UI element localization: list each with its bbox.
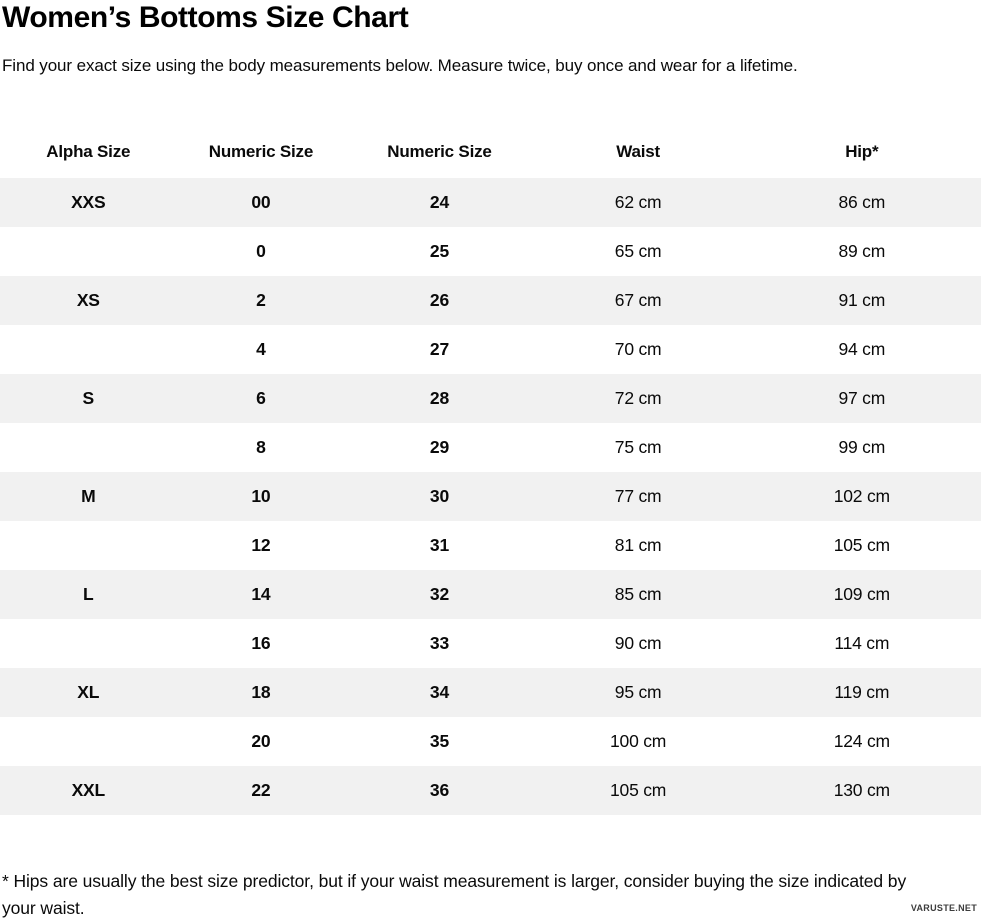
cell-hip: 94 cm xyxy=(838,339,886,359)
cell-waist: 81 cm xyxy=(614,535,662,555)
cell-numeric-size-1: 4 xyxy=(256,339,266,359)
cell-alpha-size xyxy=(0,619,177,668)
cell-hip: 102 cm xyxy=(833,486,890,506)
table-row: 16 33 90 cm 114 cm xyxy=(0,619,981,668)
table-row: M 10 30 77 cm 102 cm xyxy=(0,472,981,521)
cell-numeric-size-2: 28 xyxy=(429,388,449,408)
cell-numeric-size-1: 14 xyxy=(251,584,271,604)
cell-numeric-size-1: 22 xyxy=(251,780,271,800)
column-header-numeric-size-1: Numeric Size xyxy=(176,126,346,178)
cell-numeric-size-2: 35 xyxy=(429,731,449,751)
table-header-row: Alpha Size Numeric Size Numeric Size Wai… xyxy=(0,126,981,178)
cell-numeric-size-2: 27 xyxy=(429,339,449,359)
cell-hip: 114 cm xyxy=(834,633,890,653)
page-subtitle: Find your exact size using the body meas… xyxy=(2,56,798,75)
column-header-waist: Waist xyxy=(533,126,743,178)
cell-numeric-size-1: 00 xyxy=(251,192,271,212)
cell-hip: 97 cm xyxy=(838,388,886,408)
cell-numeric-size-2: 25 xyxy=(429,241,449,261)
cell-hip: 124 cm xyxy=(833,731,890,751)
size-chart-table: Alpha Size Numeric Size Numeric Size Wai… xyxy=(0,126,981,815)
cell-numeric-size-1: 16 xyxy=(251,633,271,653)
cell-waist: 95 cm xyxy=(614,682,662,702)
column-header-alpha-size: Alpha Size xyxy=(0,126,177,178)
cell-alpha-size xyxy=(0,227,177,276)
cell-numeric-size-1: 8 xyxy=(256,437,266,457)
cell-numeric-size-1: 18 xyxy=(251,682,271,702)
cell-waist: 67 cm xyxy=(614,290,662,310)
table-row: 8 29 75 cm 99 cm xyxy=(0,423,981,472)
table-row: 12 31 81 cm 105 cm xyxy=(0,521,981,570)
cell-numeric-size-1: 12 xyxy=(251,535,271,555)
table-row: 4 27 70 cm 94 cm xyxy=(0,325,981,374)
cell-waist: 72 cm xyxy=(614,388,662,408)
cell-alpha-size xyxy=(0,521,177,570)
table-row: XXS 00 24 62 cm 86 cm xyxy=(0,178,981,227)
cell-numeric-size-2: 24 xyxy=(429,192,449,212)
cell-alpha-size: XL xyxy=(77,682,100,702)
cell-alpha-size xyxy=(0,325,177,374)
cell-numeric-size-1: 6 xyxy=(256,388,266,408)
cell-waist: 100 cm xyxy=(610,731,667,751)
table-row: L 14 32 85 cm 109 cm xyxy=(0,570,981,619)
cell-hip: 105 cm xyxy=(833,535,890,555)
cell-hip: 130 cm xyxy=(833,780,890,800)
table-body: XXS 00 24 62 cm 86 cm 0 25 65 cm 89 cm XS 2 26 67 cm… xyxy=(0,178,981,815)
cell-numeric-size-2: 30 xyxy=(429,486,449,506)
cell-numeric-size-2: 26 xyxy=(429,290,449,310)
cell-hip: 86 cm xyxy=(838,192,886,212)
cell-waist: 70 cm xyxy=(614,339,662,359)
table-row: XS 2 26 67 cm 91 cm xyxy=(0,276,981,325)
table-row: XXL 22 36 105 cm 130 cm xyxy=(0,766,981,815)
cell-hip: 109 cm xyxy=(833,584,890,604)
cell-numeric-size-1: 10 xyxy=(251,486,271,506)
page-title: Women’s Bottoms Size Chart xyxy=(2,1,409,34)
cell-waist: 62 cm xyxy=(614,192,662,212)
cell-numeric-size-2: 34 xyxy=(429,682,449,702)
cell-hip: 91 cm xyxy=(838,290,886,310)
table-row: 20 35 100 cm 124 cm xyxy=(0,717,981,766)
cell-waist: 75 cm xyxy=(614,437,662,457)
cell-alpha-size: S xyxy=(82,388,95,408)
hips-footnote: * Hips are usually the best size predict… xyxy=(2,871,907,918)
watermark: VARUSTE.NET xyxy=(910,903,977,913)
cell-numeric-size-2: 36 xyxy=(429,780,449,800)
cell-numeric-size-2: 31 xyxy=(429,535,449,555)
cell-alpha-size: XXS xyxy=(71,192,106,212)
cell-hip: 119 cm xyxy=(834,682,890,702)
cell-hip: 89 cm xyxy=(838,241,886,261)
cell-alpha-size: M xyxy=(81,486,96,506)
cell-numeric-size-1: 2 xyxy=(256,290,266,310)
cell-numeric-size-2: 33 xyxy=(429,633,449,653)
cell-waist: 90 cm xyxy=(614,633,662,653)
cell-waist: 65 cm xyxy=(614,241,662,261)
cell-alpha-size: XS xyxy=(76,290,100,310)
table-row: 0 25 65 cm 89 cm xyxy=(0,227,981,276)
column-header-hip: Hip* xyxy=(742,126,981,178)
table-row: XL 18 34 95 cm 119 cm xyxy=(0,668,981,717)
cell-numeric-size-2: 29 xyxy=(429,437,449,457)
cell-alpha-size xyxy=(0,717,177,766)
cell-numeric-size-1: 0 xyxy=(256,241,266,261)
cell-alpha-size: XXL xyxy=(71,780,106,800)
cell-numeric-size-1: 20 xyxy=(251,731,271,751)
cell-hip: 99 cm xyxy=(838,437,886,457)
cell-waist: 85 cm xyxy=(614,584,662,604)
table-row: S 6 28 72 cm 97 cm xyxy=(0,374,981,423)
cell-alpha-size: L xyxy=(83,584,94,604)
cell-waist: 105 cm xyxy=(610,780,667,800)
column-header-numeric-size-2: Numeric Size xyxy=(345,126,534,178)
cell-alpha-size xyxy=(0,423,177,472)
cell-numeric-size-2: 32 xyxy=(429,584,449,604)
cell-waist: 77 cm xyxy=(614,486,662,506)
